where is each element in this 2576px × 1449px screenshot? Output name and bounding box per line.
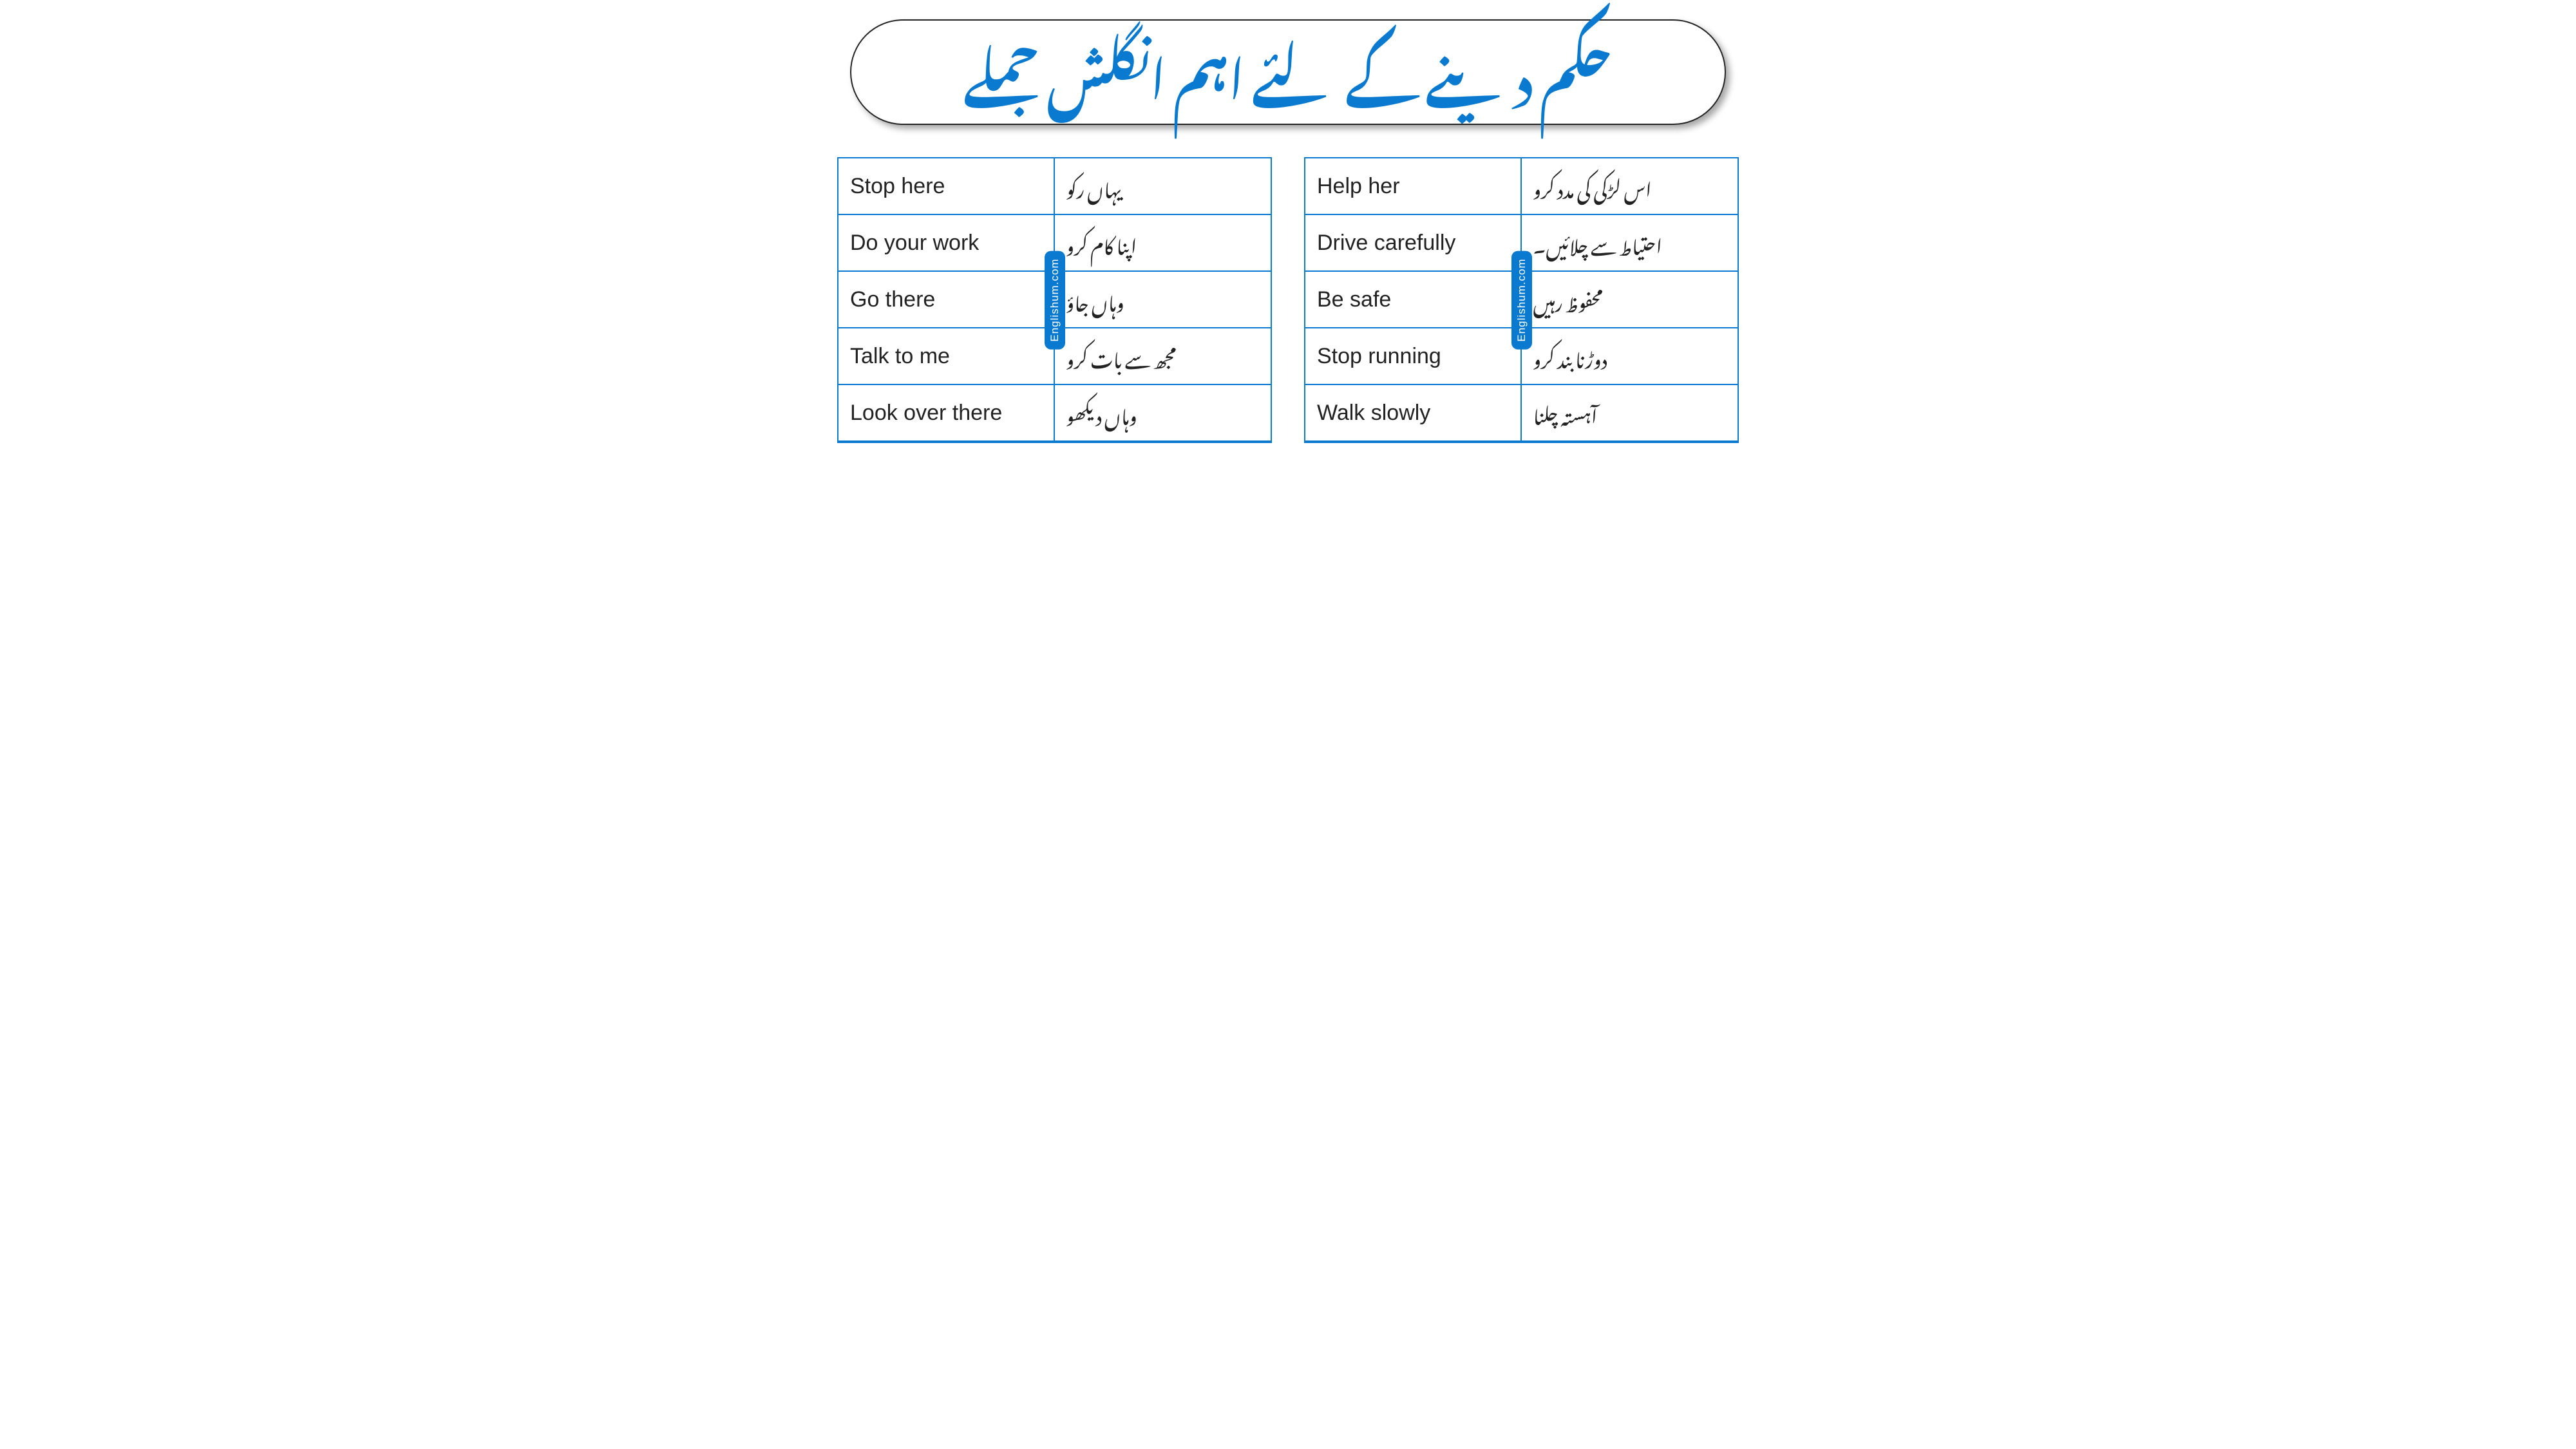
urdu-cell: احتیاط سے چلائیں۔ (1522, 215, 1738, 270)
tables-container: Stop here یہاں رکو Do your work اپنا کام… (837, 157, 1739, 443)
urdu-cell: دوڑنا بند کرو (1522, 328, 1738, 384)
english-cell: Help her (1305, 158, 1522, 214)
english-cell: Do your work (838, 215, 1055, 270)
english-cell: Stop running (1305, 328, 1522, 384)
urdu-cell: یہاں رکو (1055, 158, 1271, 214)
english-cell: Look over there (838, 385, 1055, 440)
urdu-cell: اپنا کام کرو (1055, 215, 1271, 270)
page-title: حکم دینے کے لئے اہم انگلش جملے (877, 27, 1699, 117)
english-cell: Drive carefully (1305, 215, 1522, 270)
english-cell: Go there (838, 272, 1055, 327)
english-cell: Walk slowly (1305, 385, 1522, 440)
watermark-badge: Englishum.com (1045, 251, 1065, 350)
table-row: Look over there وہاں دیکھو (838, 385, 1271, 442)
urdu-cell: محفوظ رہیں (1522, 272, 1738, 327)
urdu-cell: وہاں جاؤ (1055, 272, 1271, 327)
english-cell: Stop here (838, 158, 1055, 214)
vocab-table-right: Help her اس لڑکی کی مدد کرو Drive carefu… (1304, 157, 1739, 443)
table-row: Help her اس لڑکی کی مدد کرو (1305, 158, 1738, 215)
urdu-cell: آہستہ چلنا (1522, 385, 1738, 440)
english-cell: Be safe (1305, 272, 1522, 327)
header-pill: حکم دینے کے لئے اہم انگلش جملے (850, 19, 1726, 125)
urdu-cell: وہاں دیکھو (1055, 385, 1271, 440)
urdu-cell: مجھ سے بات کرو (1055, 328, 1271, 384)
vocab-table-left: Stop here یہاں رکو Do your work اپنا کام… (837, 157, 1272, 443)
table-row: Stop here یہاں رکو (838, 158, 1271, 215)
table-row: Walk slowly آہستہ چلنا (1305, 385, 1738, 442)
urdu-cell: اس لڑکی کی مدد کرو (1522, 158, 1738, 214)
watermark-badge: Englishum.com (1511, 251, 1532, 350)
english-cell: Talk to me (838, 328, 1055, 384)
